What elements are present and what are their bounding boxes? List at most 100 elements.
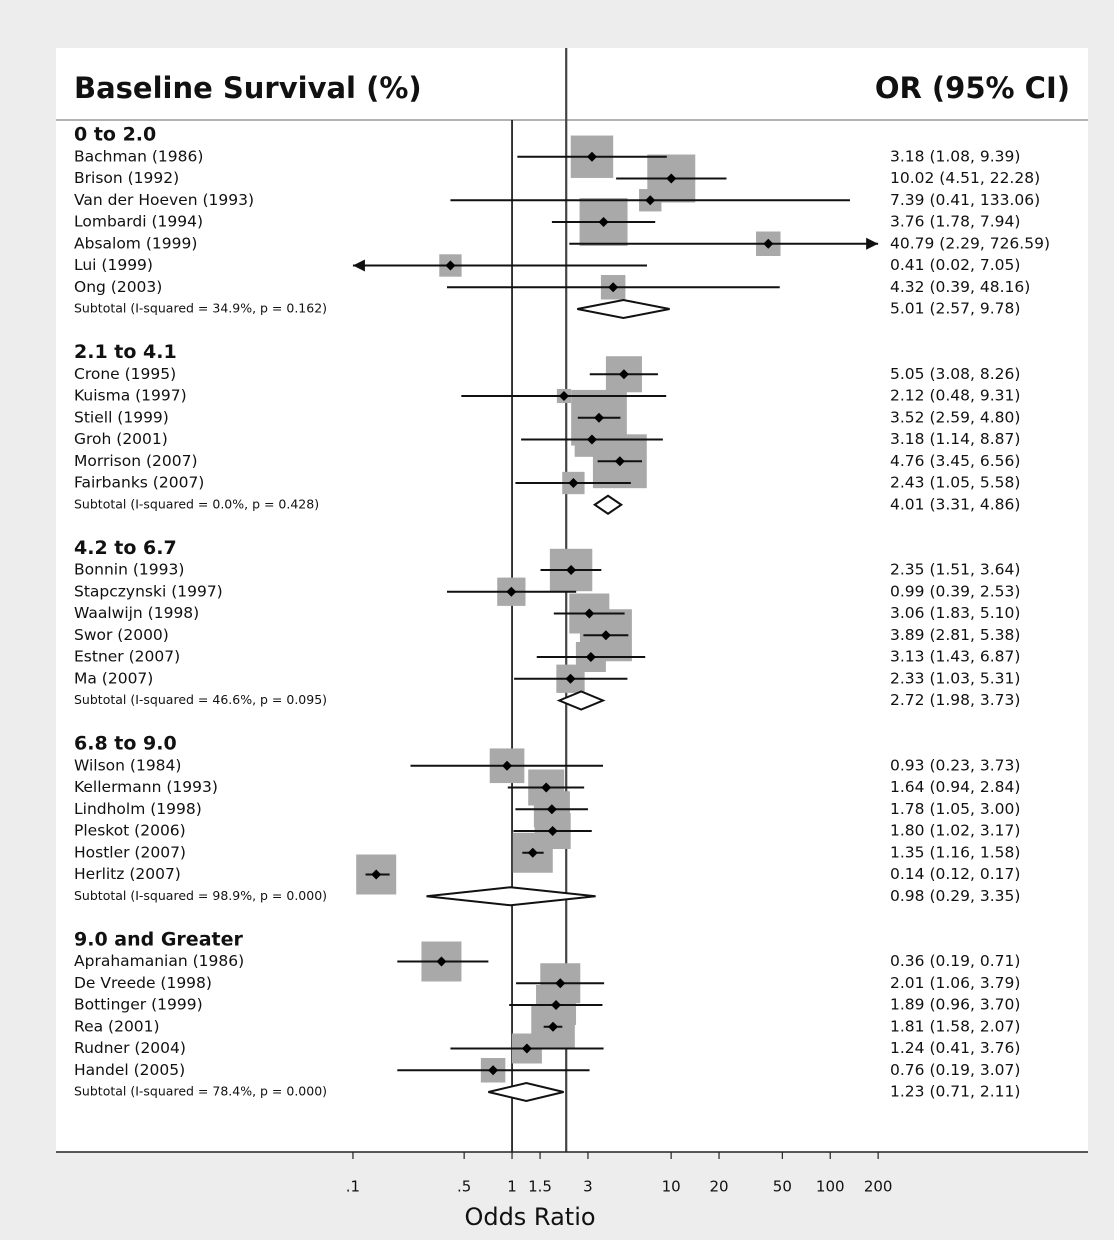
- ci-label: 0.76 (0.19, 3.07): [890, 1061, 1020, 1079]
- study-label: Wilson (1984): [74, 756, 181, 774]
- subtotal-diamond: [577, 298, 670, 320]
- x-tick-label: 50: [773, 1178, 792, 1196]
- study-label: Swor (2000): [74, 626, 169, 644]
- ci-label: 1.23 (0.71, 2.11): [890, 1083, 1020, 1101]
- ci-label: 2.43 (1.05, 5.58): [890, 474, 1020, 492]
- ci-label: 4.76 (3.45, 6.56): [890, 452, 1020, 470]
- x-axis-label: Odds Ratio: [464, 1203, 595, 1231]
- ci-label: 3.76 (1.78, 7.94): [890, 213, 1020, 231]
- subtotal-label: Subtotal (I-squared = 78.4%, p = 0.000): [74, 1084, 327, 1099]
- x-tick-label: .5: [457, 1178, 471, 1196]
- point-estimate: [763, 238, 774, 249]
- ci-label: 7.39 (0.41, 133.06): [890, 191, 1040, 209]
- ci-label: 5.01 (2.57, 9.78): [890, 300, 1020, 318]
- ci-label: 1.64 (0.94, 2.84): [890, 778, 1020, 796]
- point-estimate: [558, 391, 569, 401]
- ci-label: 0.98 (0.29, 3.35): [890, 887, 1020, 905]
- study-label: Hostler (2007): [74, 843, 186, 861]
- ci-label: 0.14 (0.12, 0.17): [890, 865, 1020, 883]
- ci-label: 3.18 (1.08, 9.39): [890, 147, 1020, 165]
- ci-label: 4.32 (0.39, 48.16): [890, 278, 1030, 296]
- group-label: 9.0 and Greater: [74, 928, 243, 950]
- ci-label: 3.52 (2.59, 4.80): [890, 408, 1020, 426]
- ci-label: 0.36 (0.19, 0.71): [890, 952, 1020, 970]
- ci-label: 40.79 (2.29, 726.59): [890, 234, 1050, 252]
- ci-label: 1.78 (1.05, 3.00): [890, 800, 1020, 818]
- study-label: Stapczynski (1997): [74, 582, 223, 600]
- study-label: Ong (2003): [74, 278, 162, 296]
- chart-title: Baseline Survival (%): [74, 71, 422, 105]
- ci-label: 3.89 (2.81, 5.38): [890, 626, 1020, 644]
- point-estimate: [436, 956, 447, 967]
- study-label: Aprahamanian (1986): [74, 952, 244, 970]
- x-tick-label: .1: [346, 1178, 360, 1196]
- point-estimate: [541, 782, 552, 793]
- study-label: Brison (1992): [74, 169, 179, 187]
- study-label: Kellermann (1993): [74, 778, 218, 796]
- point-estimate: [565, 673, 576, 684]
- point-estimate: [608, 282, 619, 293]
- x-tick-label: 1.5: [528, 1178, 552, 1196]
- study-label: Morrison (2007): [74, 452, 198, 470]
- point-estimate: [585, 652, 596, 662]
- ci-label: 0.93 (0.23, 3.73): [890, 756, 1020, 774]
- subtotal-diamond: [426, 886, 596, 907]
- ci-label: 2.01 (1.06, 3.79): [890, 974, 1020, 992]
- study-label: Bonnin (1993): [74, 561, 184, 579]
- point-estimate: [547, 826, 558, 836]
- study-label: Bachman (1986): [74, 147, 203, 165]
- study-label: Kuisma (1997): [74, 387, 187, 405]
- x-tick-label: 100: [816, 1178, 845, 1196]
- point-estimate: [666, 173, 677, 184]
- study-label: Stiell (1999): [74, 408, 169, 426]
- study-label: Herlitz (2007): [74, 865, 181, 883]
- subtotal-diamond: [556, 690, 606, 711]
- ci-label: 5.05 (3.08, 8.26): [890, 365, 1020, 383]
- study-label: Lui (1999): [74, 256, 153, 274]
- point-estimate: [598, 217, 609, 227]
- x-tick-label: 10: [662, 1178, 681, 1196]
- ci-label: 1.35 (1.16, 1.58): [890, 843, 1020, 861]
- subtotal-label: Subtotal (I-squared = 98.9%, p = 0.000): [74, 888, 327, 903]
- ci-label: 2.35 (1.51, 3.64): [890, 561, 1020, 579]
- group-label: 4.2 to 6.7: [74, 537, 177, 559]
- point-estimate: [548, 1021, 559, 1032]
- study-label: Lindholm (1998): [74, 800, 202, 818]
- ci-label: 2.33 (1.03, 5.31): [890, 669, 1020, 687]
- ci-label: 1.80 (1.02, 3.17): [890, 822, 1020, 840]
- ci-label: 0.99 (0.39, 2.53): [890, 582, 1020, 600]
- ci-label: 0.41 (0.02, 7.05): [890, 256, 1020, 274]
- arrow-head: [352, 259, 365, 272]
- group-label: 2.1 to 4.1: [74, 341, 177, 363]
- group-label: 6.8 to 9.0: [74, 733, 177, 755]
- subtotal-diamond: [592, 494, 624, 515]
- point-estimate: [488, 1065, 499, 1076]
- x-tick-label: 1: [507, 1178, 517, 1196]
- ci-header: OR (95% CI): [875, 71, 1070, 105]
- study-label: Handel (2005): [74, 1061, 185, 1079]
- subtotal-label: Subtotal (I-squared = 0.0%, p = 0.428): [74, 496, 319, 511]
- point-estimate: [600, 630, 611, 641]
- subtotal-diamond: [488, 1081, 564, 1103]
- point-estimate: [527, 847, 538, 858]
- point-estimate: [445, 260, 456, 271]
- point-estimate: [566, 565, 577, 575]
- study-label: Groh (2001): [74, 430, 168, 448]
- point-estimate: [568, 478, 579, 488]
- point-estimate: [586, 151, 597, 162]
- ci-label: 2.12 (0.48, 9.31): [890, 387, 1020, 405]
- point-estimate: [614, 456, 625, 467]
- point-estimate: [584, 608, 595, 619]
- study-label: Absalom (1999): [74, 234, 197, 252]
- x-tick-label: 20: [709, 1178, 728, 1196]
- arrow-head: [866, 237, 879, 250]
- point-estimate: [586, 434, 597, 445]
- study-label: Lombardi (1994): [74, 213, 203, 231]
- x-tick-label: 3: [583, 1178, 593, 1196]
- ci-label: 3.18 (1.14, 8.87): [890, 430, 1020, 448]
- group-label: 0 to 2.0: [74, 124, 156, 146]
- point-estimate: [546, 804, 557, 815]
- point-estimate: [506, 586, 517, 597]
- x-tick-label: 200: [864, 1178, 893, 1196]
